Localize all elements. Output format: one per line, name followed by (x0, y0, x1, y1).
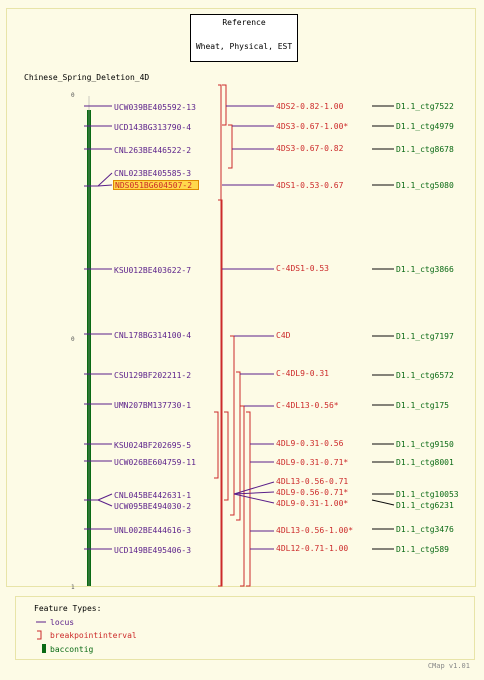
breakpoint-label[interactable]: 4DL13-0.56-1.00* (276, 526, 353, 535)
breakpoint-label[interactable]: C4D (276, 331, 291, 340)
contig-connectors (371, 105, 395, 550)
breakpoint-label[interactable]: 4DS3-0.67-0.82 (276, 144, 344, 153)
map-frame (6, 8, 476, 587)
contig-bar-icon (42, 644, 46, 653)
locus-labels: UCW039BE405592-13 UCD143BG313790-4 CNL26… (113, 103, 199, 555)
breakpoint-label[interactable]: 4DL12-0.71-1.00 (276, 544, 348, 553)
bracket-icon (37, 630, 42, 640)
breakpoint-label[interactable]: C-4DL13-0.56* (276, 401, 339, 410)
legend-title: Feature Types: (34, 604, 101, 613)
breakpoint-label[interactable]: 4DL13-0.56-0.71 (276, 477, 348, 486)
contig-label[interactable]: D1.1_ctg9150 (396, 440, 454, 449)
breakpoint-label[interactable]: 4DS2-0.82-1.00 (276, 102, 344, 111)
locus-ticks (84, 105, 113, 550)
locus-label[interactable]: UCW095BE494030-2 (114, 502, 191, 511)
contig-label[interactable]: D1.1_ctg8001 (396, 458, 454, 467)
contig-label[interactable]: D1.1_ctg6231 (396, 501, 454, 510)
legend: Feature Types: locus breakpointinterval … (34, 604, 137, 654)
version-label: CMap v1.01 (428, 662, 470, 670)
contig-label[interactable]: D1.1_ctg4979 (396, 122, 454, 131)
breakpoint-label[interactable]: 4DL9-0.56-0.71* (276, 488, 348, 497)
contig-label[interactable]: D1.1_ctg589 (396, 545, 449, 554)
locus-label-highlighted[interactable]: NDS051BG604507-2 (115, 181, 192, 190)
contig-label[interactable]: D1.1_ctg7522 (396, 102, 454, 111)
locus-label[interactable]: UCW039BE405592-13 (114, 103, 196, 112)
legend-item-locus: locus (50, 618, 74, 627)
locus-label[interactable]: CNL045BE442631-1 (114, 491, 191, 500)
breakpoint-label[interactable]: C-4DL9-0.31 (276, 369, 329, 378)
axis-start-label: 0 (71, 92, 75, 99)
breakpoint-connectors (222, 105, 275, 550)
locus-label[interactable]: UCW026BE604759-11 (114, 458, 196, 467)
locus-label[interactable]: CNL023BE405585-3 (114, 169, 191, 178)
reference-subtitle: Wheat, Physical, EST (196, 42, 293, 51)
locus-label[interactable]: KSU024BF202695-5 (114, 441, 191, 450)
axis-end-label: 1 (71, 584, 75, 591)
contig-label[interactable]: D1.1_ctg3476 (396, 525, 454, 534)
breakpoint-label[interactable]: 4DL9-0.31-0.71* (276, 458, 348, 467)
breakpoint-label[interactable]: 4DL9-0.31-0.56 (276, 439, 344, 448)
locus-highlight (113, 180, 199, 190)
axis-mid-label: 0 (71, 336, 75, 343)
locus-label[interactable]: UMN207BM137730-1 (114, 401, 191, 410)
breakpoint-label[interactable]: 4DS1-0.53-0.67 (276, 181, 344, 190)
contig-labels: D1.1_ctg7522 D1.1_ctg4979 D1.1_ctg8678 D… (396, 102, 459, 554)
contig-label[interactable]: D1.1_ctg6572 (396, 371, 454, 380)
breakpoint-labels: 4DS2-0.82-1.00 4DS3-0.67-1.00* 4DS3-0.67… (276, 102, 353, 553)
breakpoint-label[interactable]: 4DL9-0.31-1.00* (276, 499, 348, 508)
contig-label[interactable]: D1.1_ctg3866 (396, 265, 454, 274)
breakpoint-label[interactable]: C-4DS1-0.53 (276, 264, 329, 273)
contig-label[interactable]: D1.1_ctg10053 (396, 490, 459, 499)
legend-item-breakpoint: breakpointinterval (50, 631, 137, 640)
locus-label[interactable]: CNL178BG314100-4 (114, 331, 191, 340)
contig-label[interactable]: D1.1_ctg8678 (396, 145, 454, 154)
locus-label[interactable]: UCD143BG313790-4 (114, 123, 191, 132)
legend-item-contig: baccontig (50, 645, 94, 654)
locus-label[interactable]: UNL002BE444616-3 (114, 526, 191, 535)
legend-frame (15, 596, 475, 660)
locus-label[interactable]: KSU012BE403622-7 (114, 266, 191, 275)
map-title[interactable]: Chinese_Spring_Deletion_4D (24, 73, 149, 82)
locus-label[interactable]: UCD149BE495406-3 (114, 546, 191, 555)
contig-label[interactable]: D1.1_ctg7197 (396, 332, 454, 341)
reference-box: Reference Wheat, Physical, EST (190, 14, 298, 62)
contig-label[interactable]: D1.1_ctg5080 (396, 181, 454, 190)
locus-label[interactable]: CSU129BF202211-2 (114, 371, 191, 380)
contig-label[interactable]: D1.1_ctg175 (396, 401, 449, 410)
reference-title: Reference (222, 18, 266, 27)
breakpoint-label[interactable]: 4DS3-0.67-1.00* (276, 122, 348, 131)
locus-label[interactable]: CNL263BE446522-2 (114, 146, 191, 155)
